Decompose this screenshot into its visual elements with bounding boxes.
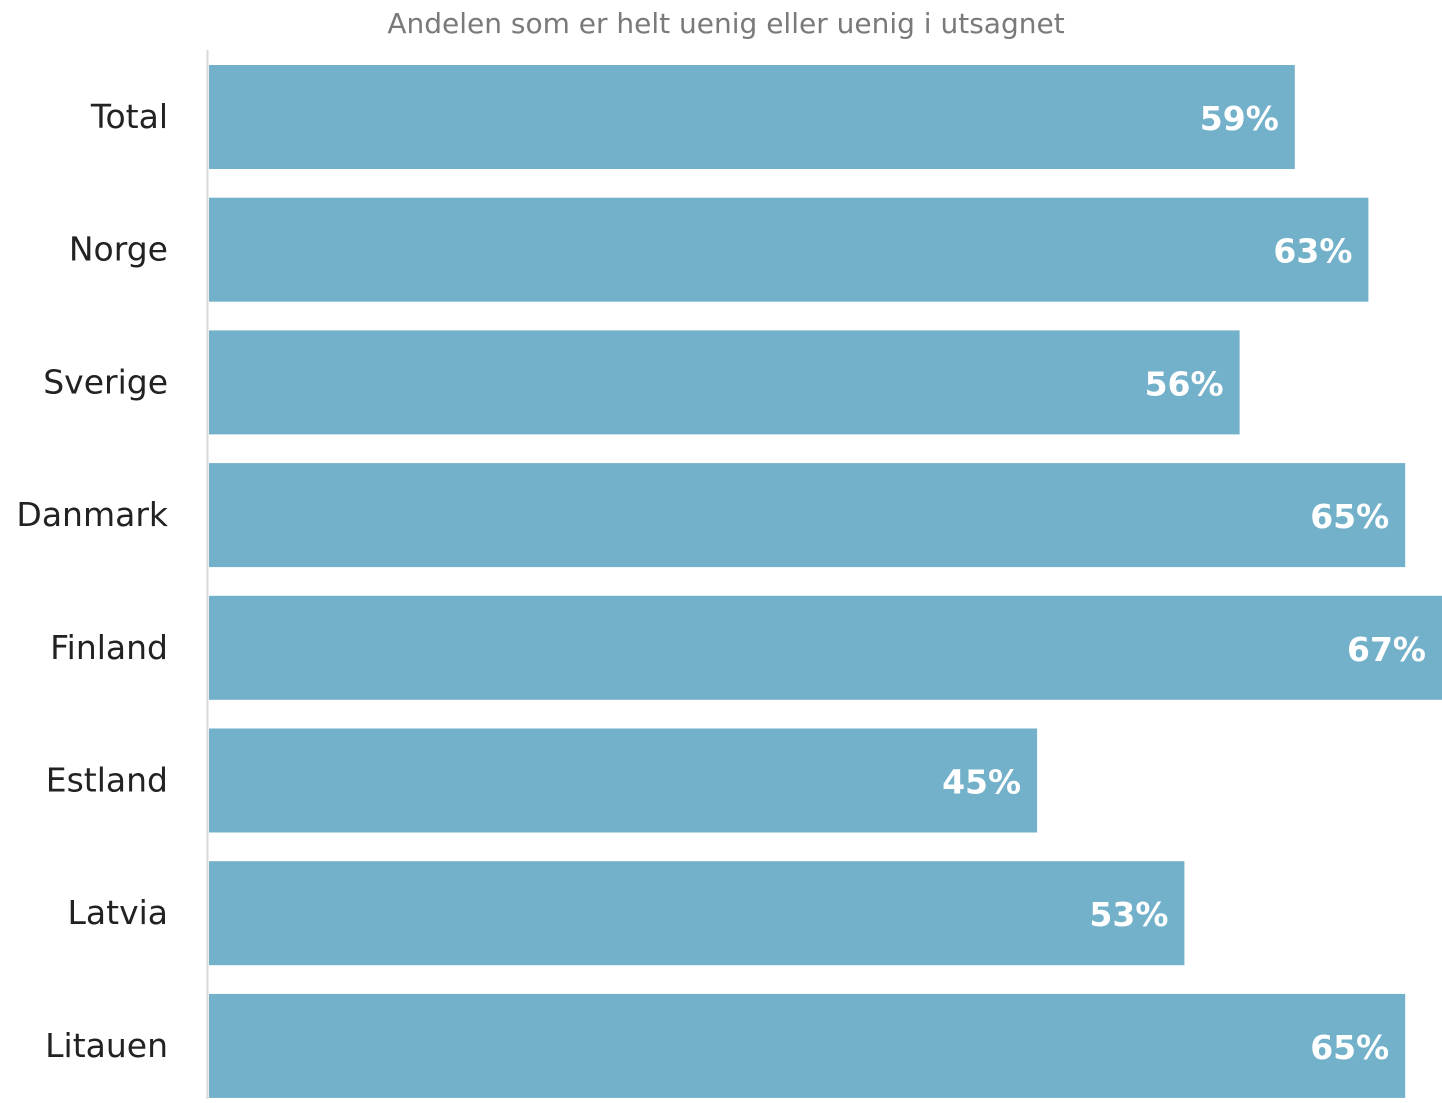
bar-value-label: 56% [1145, 364, 1224, 403]
bar-estland [209, 728, 1038, 833]
bar-value-label: 59% [1200, 99, 1279, 138]
category-label: Estland [46, 761, 168, 800]
bar-norge [209, 197, 1369, 302]
bars-group: Total 59% Norge 63% Sverige 56% Danmark 65% Finl… [16, 65, 1442, 1098]
category-label: Latvia [68, 893, 168, 932]
bar-value-label: 65% [1310, 1028, 1389, 1067]
bar-value-label: 63% [1273, 232, 1352, 271]
chart-title: Andelen som er helt uenig eller uenig i … [387, 7, 1064, 40]
bar-finland [209, 595, 1442, 700]
category-label: Sverige [43, 362, 168, 401]
category-label: Norge [69, 230, 168, 269]
category-label: Danmark [16, 495, 168, 534]
bar-value-label: 53% [1089, 895, 1168, 934]
bar-total [209, 65, 1295, 169]
bar-value-label: 67% [1347, 630, 1426, 669]
category-label: Finland [50, 628, 168, 667]
bar-value-label: 65% [1310, 497, 1389, 536]
bar-sverige [209, 330, 1240, 435]
bar-latvia [209, 861, 1185, 966]
category-label: Litauen [45, 1026, 168, 1065]
bar-litauen [209, 993, 1406, 1098]
category-label: Total [90, 97, 168, 136]
bar-danmark [209, 463, 1406, 568]
bar-value-label: 45% [942, 763, 1021, 802]
